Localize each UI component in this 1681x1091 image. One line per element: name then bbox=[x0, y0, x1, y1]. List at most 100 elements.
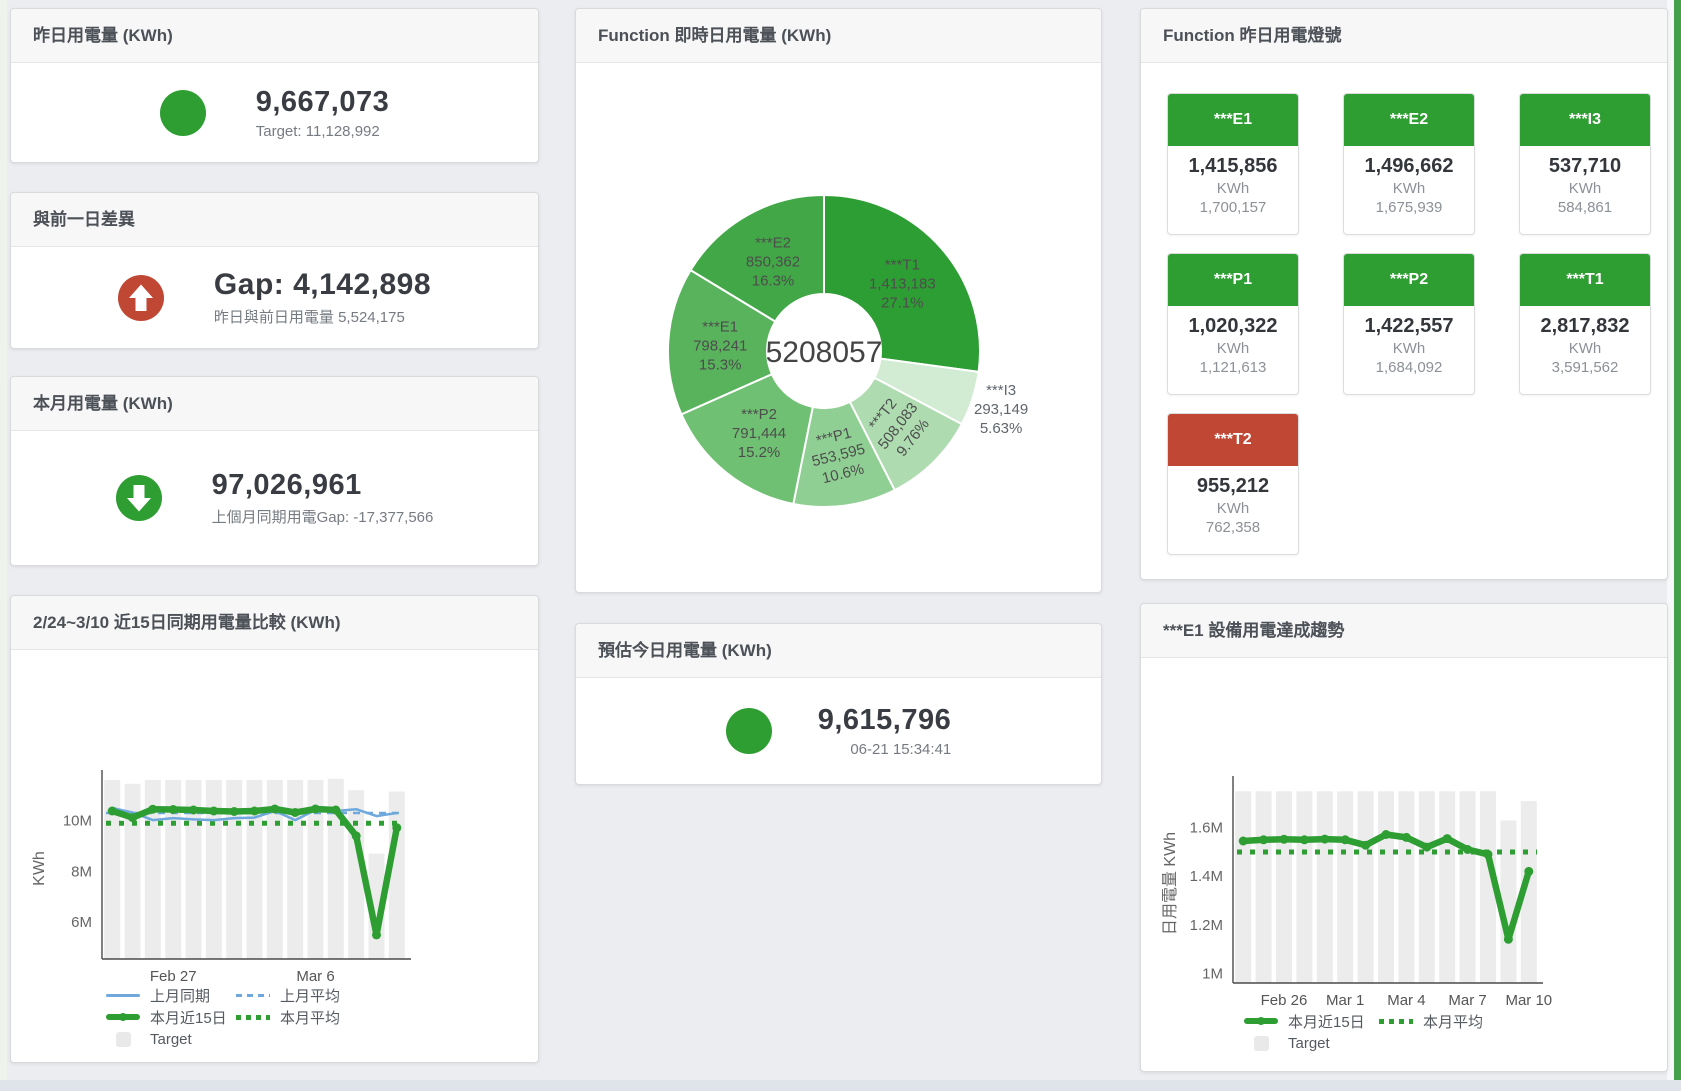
card-e1-trend-chart: ***E1 設備用電達成趨勢 1M 1.2M 1.4M 1.6M Feb 26 Mar 1… bbox=[1140, 603, 1668, 1072]
svg-text:6M: 6M bbox=[71, 914, 92, 931]
card-header: 2/24~3/10 近15日同期用電量比較 (KWh) bbox=[11, 596, 538, 650]
svg-text:KWh: KWh bbox=[31, 851, 48, 886]
stat-timestamp: 06-21 15:34:41 bbox=[850, 741, 952, 758]
lamp-tile-unit: KWh bbox=[1568, 340, 1602, 357]
card-realtime-donut: Function 即時日用電量 (KWh) ***T1 1,413,183 27.1… bbox=[575, 8, 1102, 593]
blue-dash-swatch bbox=[236, 993, 270, 997]
legend-label: 本月近15日 bbox=[1288, 1013, 1365, 1031]
card-header: ***E1 設備用電達成趨勢 bbox=[1141, 604, 1667, 658]
stat-subtext: 昨日與前日用電量 5,524,175 bbox=[213, 309, 405, 326]
svg-text:5208057: 5208057 bbox=[766, 336, 883, 369]
legend-item-this-month[interactable]: 本月近15日 bbox=[1244, 1011, 1379, 1032]
lamp-tile-value: 955,212 bbox=[1196, 475, 1270, 497]
card-header: Function 即時日用電量 (KWh) bbox=[576, 9, 1101, 63]
blue-line-swatch bbox=[106, 993, 140, 997]
card-header: 與前一日差異 bbox=[11, 193, 538, 247]
card-title: 本月用電量 (KWh) bbox=[33, 394, 173, 413]
legend-label: 本月平均 bbox=[1423, 1013, 1484, 1031]
stat-value: 97,026,961 bbox=[211, 469, 362, 501]
lamp-tile-p2: ***P2 1,422,557 KWh 1,684,092 bbox=[1343, 253, 1475, 395]
lamp-tile-label: ***T2 bbox=[1168, 414, 1298, 466]
status-circle-icon bbox=[159, 89, 206, 136]
lamp-tile-label: ***P2 bbox=[1344, 254, 1474, 306]
svg-text:Mar 10: Mar 10 bbox=[1505, 992, 1552, 1009]
svg-text:1.6M: 1.6M bbox=[1190, 820, 1223, 837]
lamp-tile-value: 1,415,856 bbox=[1188, 155, 1278, 177]
svg-text:8M: 8M bbox=[71, 863, 92, 880]
legend-item-target[interactable]: Target bbox=[106, 1031, 236, 1048]
legend-label: Target bbox=[150, 1030, 192, 1048]
lamp-tile-t2: ***T2 955,212 KWh 762,358 bbox=[1167, 413, 1299, 555]
card-title: 2/24~3/10 近15日同期用電量比較 (KWh) bbox=[33, 613, 341, 632]
legend-item-last-month[interactable]: 上月同期 bbox=[106, 985, 236, 1006]
lamp-tile-target: 1,700,157 bbox=[1199, 199, 1267, 216]
target-swatch bbox=[1254, 1035, 1269, 1051]
lamp-tile-label: ***P1 bbox=[1168, 254, 1298, 306]
card-title: 昨日用電量 (KWh) bbox=[33, 26, 173, 45]
green-dots-swatch bbox=[1379, 1018, 1413, 1024]
legend-item-this-month-avg[interactable]: 本月平均 bbox=[1379, 1011, 1514, 1032]
legend-item-this-month-avg[interactable]: 本月平均 bbox=[236, 1007, 366, 1028]
svg-text:Mar 4: Mar 4 bbox=[1387, 992, 1425, 1009]
lamp-tile-value: 2,817,832 bbox=[1540, 315, 1630, 337]
legend-label: 本月平均 bbox=[280, 1009, 341, 1027]
lamp-tile-unit: KWh bbox=[1216, 180, 1250, 197]
stat-value: 9,615,796 bbox=[817, 704, 952, 736]
donut-chart[interactable]: ***T1 1,413,183 27.1%***I3 293,149 5.63%***T… bbox=[576, 63, 1101, 592]
svg-text:Feb 26: Feb 26 bbox=[1261, 992, 1308, 1009]
lamp-tile-label: ***E1 bbox=[1168, 94, 1298, 146]
lamp-tile-label: ***I3 bbox=[1520, 94, 1650, 146]
card-header: 本月用電量 (KWh) bbox=[11, 377, 538, 431]
card-lamp-status: Function 昨日用電燈號 ***E1 1,415,856 KWh 1,70… bbox=[1140, 8, 1668, 580]
lamp-tile-unit: KWh bbox=[1216, 500, 1250, 517]
lamp-tile-unit: KWh bbox=[1392, 180, 1426, 197]
card-compare-chart: 2/24~3/10 近15日同期用電量比較 (KWh) 6M 8M 10M Feb 2… bbox=[10, 595, 539, 1063]
e1-trend-line-chart[interactable]: 1M 1.2M 1.4M 1.6M Feb 26 Mar 1 Mar 4 Mar 7 Mar 1… bbox=[1141, 658, 1667, 1071]
compare-line-chart[interactable]: 6M 8M 10M Feb 27 Mar 6 KWh bbox=[11, 650, 538, 1062]
legend-label: 上月平均 bbox=[280, 987, 341, 1005]
legend-item-this-month[interactable]: 本月近15日 bbox=[106, 1007, 236, 1028]
stat-subtext: 上個月同期用電Gap: -17,377,566 bbox=[211, 509, 434, 526]
lamp-tile-e2: ***E2 1,496,662 KWh 1,675,939 bbox=[1343, 93, 1475, 235]
legend-item-last-month-avg[interactable]: 上月平均 bbox=[236, 985, 366, 1006]
card-title: 與前一日差異 bbox=[33, 210, 135, 229]
lamp-tile-unit: KWh bbox=[1216, 340, 1250, 357]
card-title: Function 即時日用電量 (KWh) bbox=[598, 26, 832, 45]
green-dots-swatch bbox=[236, 1014, 270, 1020]
lamp-tile-target: 1,675,939 bbox=[1375, 199, 1443, 216]
chart-legend: 本月近15日 本月平均 Target bbox=[1244, 1010, 1514, 1054]
card-yesterday-usage: 昨日用電量 (KWh) 9,667,073 Target: 11,128,992 bbox=[10, 8, 539, 163]
status-circle-icon bbox=[725, 708, 772, 754]
lamp-tile-target: 1,684,092 bbox=[1375, 359, 1443, 376]
lamp-tile-value: 537,710 bbox=[1548, 155, 1622, 177]
arrow-up-icon bbox=[117, 274, 164, 321]
legend-label: Target bbox=[1288, 1034, 1330, 1052]
lamp-tile-unit: KWh bbox=[1392, 340, 1426, 357]
scrollbar-track[interactable] bbox=[1667, 0, 1674, 1091]
lamp-tile-i3: ***I3 537,710 KWh 584,861 bbox=[1519, 93, 1651, 235]
svg-text:10M: 10M bbox=[63, 813, 92, 830]
green-line-swatch bbox=[106, 1013, 140, 1021]
svg-text:Mar 7: Mar 7 bbox=[1448, 992, 1486, 1009]
svg-text:日用電量 KWh: 日用電量 KWh bbox=[1162, 832, 1179, 935]
legend-label: 本月近15日 bbox=[150, 1009, 227, 1027]
left-edge-strip bbox=[0, 0, 7, 1091]
lamp-tile-t1: ***T1 2,817,832 KWh 3,591,562 bbox=[1519, 253, 1651, 395]
svg-text:1M: 1M bbox=[1202, 965, 1223, 982]
card-title: Function 昨日用電燈號 bbox=[1163, 26, 1342, 45]
lamp-tile-p1: ***P1 1,020,322 KWh 1,121,613 bbox=[1167, 253, 1299, 395]
svg-text:Mar 1: Mar 1 bbox=[1326, 992, 1364, 1009]
arrow-down-icon bbox=[115, 475, 162, 521]
lamp-tile-label: ***E2 bbox=[1344, 94, 1474, 146]
lamp-tile-unit: KWh bbox=[1568, 180, 1602, 197]
bottom-scrollbar[interactable] bbox=[0, 1080, 1681, 1091]
legend-item-target[interactable]: Target bbox=[1244, 1035, 1379, 1052]
svg-text:Mar 6: Mar 6 bbox=[296, 968, 334, 985]
lamp-tile-e1: ***E1 1,415,856 KWh 1,700,157 bbox=[1167, 93, 1299, 235]
stat-subtext: Target: 11,128,992 bbox=[255, 122, 380, 140]
